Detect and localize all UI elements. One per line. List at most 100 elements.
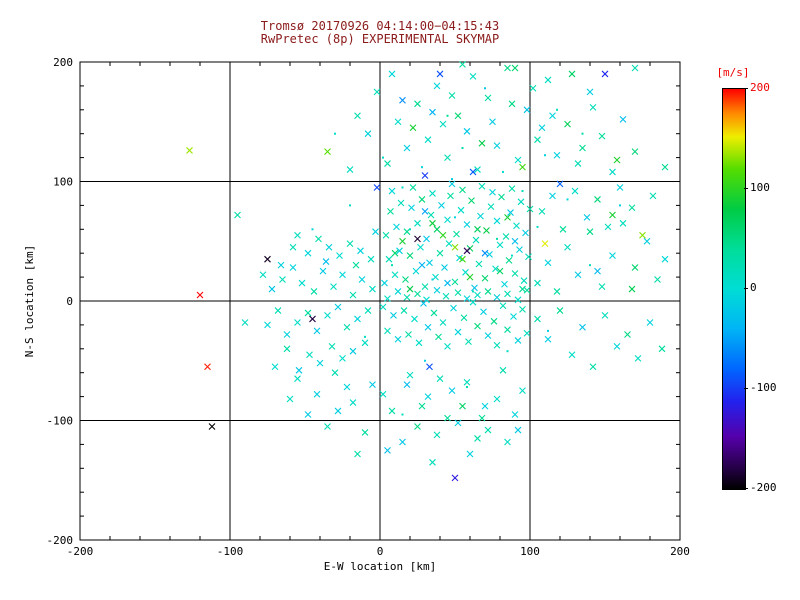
y-tick-label: 100	[53, 176, 73, 189]
scatter-point	[499, 302, 507, 310]
scatter-dot	[511, 254, 513, 257]
scatter-point	[504, 213, 511, 221]
scatter-point	[385, 255, 393, 263]
scatter-point	[519, 305, 526, 313]
scatter-point	[400, 307, 408, 314]
scatter-point	[511, 411, 519, 418]
scatter-point	[384, 446, 391, 454]
scatter-point	[457, 206, 465, 214]
scatter-point	[439, 319, 447, 326]
scatter-point	[448, 387, 456, 395]
scatter-point	[508, 100, 516, 108]
scatter-point	[586, 88, 594, 96]
scatter-point	[469, 168, 477, 176]
scatter-point	[313, 390, 321, 398]
scatter-point	[523, 329, 531, 337]
scatter-point	[364, 307, 372, 314]
scatter-point	[423, 235, 430, 243]
scatter-point	[429, 190, 436, 197]
scatter-point	[477, 212, 484, 220]
scatter-point	[433, 225, 441, 233]
scatter-point	[429, 458, 436, 466]
scatter-dot	[581, 132, 584, 135]
scatter-point	[234, 211, 241, 219]
scatter-point	[390, 311, 397, 319]
scatter-point	[319, 267, 327, 275]
scatter-point	[352, 261, 360, 269]
scatter-point	[463, 221, 471, 228]
scatter-point	[304, 249, 312, 257]
colorbar-tick-label: 100	[750, 181, 770, 194]
scatter-point	[271, 363, 279, 371]
scatter-dot	[589, 264, 591, 267]
scatter-dot	[472, 290, 474, 293]
scatter-point	[382, 231, 390, 239]
colorbar-tick-label: -100	[750, 381, 777, 394]
scatter-point	[349, 347, 357, 355]
scatter-dot	[401, 186, 404, 189]
x-tick-label: 0	[377, 545, 384, 558]
scatter-point	[474, 166, 481, 173]
scatter-point	[453, 230, 460, 238]
scatter-point	[484, 288, 492, 295]
scatter-point	[436, 70, 444, 78]
scatter-point	[474, 322, 481, 330]
scatter-point	[414, 235, 421, 243]
scatter-point	[334, 303, 342, 311]
scatter-point	[549, 192, 556, 200]
scatter-point	[441, 264, 448, 271]
scatter-point	[393, 223, 400, 231]
scatter-dot	[364, 335, 366, 338]
scatter-point	[298, 279, 306, 287]
scatter-point	[493, 395, 501, 403]
scatter-point	[609, 168, 616, 176]
scatter-point	[544, 259, 552, 267]
scatter-point	[474, 225, 481, 233]
scatter-point	[481, 274, 489, 282]
scatter-point	[328, 343, 336, 350]
scatter-point	[574, 160, 582, 167]
scatter-point	[556, 307, 564, 314]
scatter-point	[384, 160, 391, 167]
scatter-point	[331, 369, 339, 377]
scatter-point	[316, 359, 324, 367]
scatter-point	[264, 321, 271, 329]
scatter-point	[241, 319, 249, 326]
scatter-point	[541, 240, 549, 248]
scatter-point	[444, 414, 451, 422]
scatter-point	[306, 351, 313, 359]
scatter-point	[418, 402, 426, 410]
scatter-point	[439, 120, 447, 128]
scatter-point	[279, 276, 286, 283]
scatter-point	[469, 298, 477, 306]
scatter-point	[519, 387, 526, 395]
scatter-point	[415, 339, 423, 347]
scatter-point	[601, 70, 609, 78]
plot-subtitle: RwPretec (8p) EXPERIMENTAL SKYMAP	[260, 32, 500, 46]
scatter-point	[463, 295, 471, 302]
scatter-point	[534, 279, 541, 287]
scatter-point	[568, 70, 576, 78]
y-tick-label: -200	[47, 534, 74, 547]
scatter-dot	[547, 329, 549, 332]
scatter-point	[553, 288, 561, 295]
scatter-point	[549, 112, 556, 120]
scatter-point	[379, 303, 387, 311]
scatter-point	[499, 366, 507, 374]
scatter-point	[502, 233, 510, 240]
scatter-point	[387, 207, 394, 215]
scatter-point	[399, 96, 406, 104]
scatter-dot	[496, 237, 498, 240]
scatter-point	[513, 222, 520, 230]
scatter-point	[468, 197, 475, 205]
scatter-point	[322, 258, 330, 265]
scatter-point	[517, 198, 525, 206]
scatter-point	[424, 136, 432, 144]
scatter-point	[493, 294, 501, 301]
scatter-point	[661, 255, 669, 263]
scatter-point	[538, 124, 546, 132]
scatter-dot	[401, 413, 404, 416]
scatter-point	[373, 184, 381, 191]
scatter-point	[504, 290, 511, 298]
